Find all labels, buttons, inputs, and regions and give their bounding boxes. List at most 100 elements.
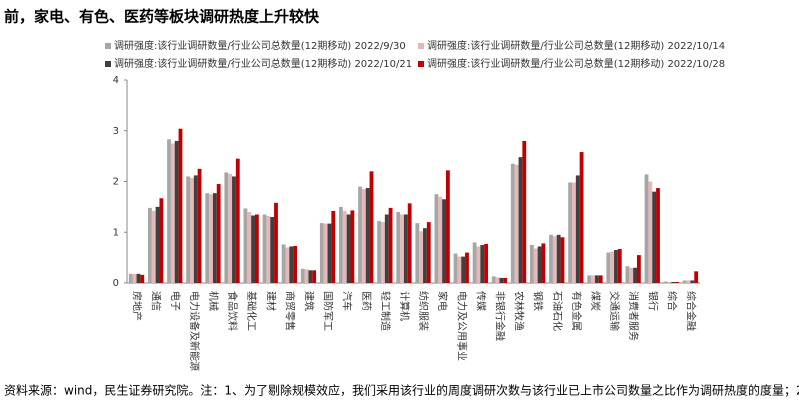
legend-label: 调研强度:该行业调研数量/行业公司总数量(12期移动) 2022/9/30 [114,39,406,52]
bar [228,173,233,283]
bar [369,171,374,283]
bar [572,182,576,283]
bar [476,246,481,283]
x-tick-label: 银行 [646,291,659,311]
bar [675,281,679,283]
bar [285,247,290,283]
bar [140,274,145,283]
y-tick-label: 1 [113,227,119,238]
legend-label: 调研强度:该行业调研数量/行业公司总数量(12期移动) 2022/10/28 [427,57,725,70]
bar [636,255,641,283]
bar [423,228,427,283]
bar [445,170,450,283]
bar [377,221,382,283]
bar [235,158,240,283]
chart-title: 前，家电、有色、医药等板块调研热度上升较快 [4,8,320,26]
y-tick-label: 0 [113,278,119,289]
bar [361,189,366,283]
bar [514,164,519,283]
x-tick-label: 钢铁 [532,291,545,311]
y-tick-label: 3 [113,126,119,137]
bar [549,234,553,283]
bar [499,277,504,283]
legend-swatch [105,43,111,49]
legend-swatch [418,43,424,49]
x-tick-label: 电子 [169,291,182,311]
bar [403,214,408,283]
x-tick-label: 综合 [665,291,678,311]
bar [480,244,485,283]
bar [518,157,523,283]
x-tick-label: 纺织服装 [417,291,430,331]
bar [170,143,175,283]
source-note: 资料来源：wind，民生证券研究院。注：1、为了剔除规模效应，我们采用该行业的周… [4,383,799,398]
bar [167,139,171,283]
x-tick-label: 电力及公用事业 [455,291,468,361]
x-tick-label: 汽车 [341,291,354,311]
x-tick-label: 交通运输 [608,291,621,331]
legend-swatch [418,61,424,67]
x-tick-label: 消费者服务 [627,291,640,341]
bar [587,275,592,283]
bar [453,253,458,283]
bar [281,244,286,283]
legend-label: 调研强度:该行业调研数量/行业公司总数量(12期移动) 2022/10/21 [114,57,412,70]
bar [491,276,496,283]
bar [614,250,618,283]
bar [667,281,672,283]
bar [155,206,160,283]
bar [251,215,255,283]
bar [591,275,595,283]
bar [606,252,611,283]
bar [552,236,557,283]
bar [339,206,343,283]
bar [522,140,527,283]
bar [323,223,328,283]
bar [350,210,355,283]
bar [560,237,565,283]
legend-swatch [105,61,111,67]
bar [407,203,412,283]
bar [579,152,584,283]
bar [319,223,324,283]
bar [266,216,271,283]
bar [384,214,389,283]
bar [304,269,309,283]
bar [617,248,622,283]
bar [465,252,469,283]
bar [254,214,259,283]
bar [434,194,439,283]
bar [656,188,660,283]
bar [625,266,630,283]
bar [274,202,278,283]
bar [270,217,275,283]
x-tick-label: 煤炭 [589,291,602,311]
x-tick-label: 综合金融 [684,291,697,331]
bar [197,168,202,283]
bar [400,214,404,283]
bar [159,198,164,283]
bar [308,270,313,283]
bar [415,223,420,283]
bar [327,223,332,283]
bar [151,210,156,283]
bar [419,231,424,283]
x-tick-label: 传媒 [474,291,486,311]
bar [262,214,267,283]
bar [682,280,687,283]
bar [644,174,649,283]
x-tick-label: 农林牧渔 [513,291,526,331]
bar [671,281,676,283]
y-tick-label: 2 [113,177,119,188]
bar [457,256,462,283]
bar [690,280,695,283]
bar [533,248,538,283]
bar [495,277,500,283]
bar [633,267,637,283]
bar [186,176,191,283]
legend-label: 调研强度:该行业调研数量/行业公司总数量(12期移动) 2022/10/14 [427,39,725,52]
bar [209,194,213,283]
bar [686,280,691,283]
bar [148,207,152,283]
